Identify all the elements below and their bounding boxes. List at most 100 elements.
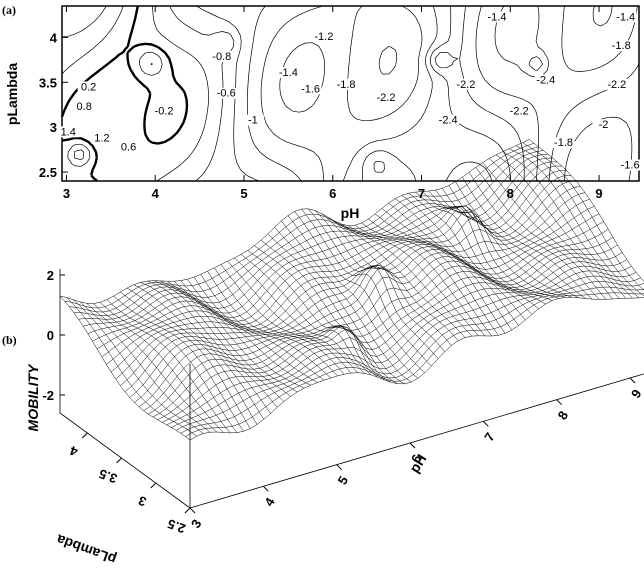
contour-label: -1.4	[487, 11, 506, 23]
mesh-line	[59, 295, 191, 441]
mesh-line	[462, 176, 593, 300]
mesh-line	[227, 261, 358, 373]
contour-label: 0.2	[81, 81, 96, 93]
contour-label-bg	[277, 67, 300, 79]
contour-label: -2.2	[456, 79, 475, 91]
mesh-line	[374, 213, 506, 334]
mesh-line	[101, 175, 572, 358]
surface-x-tick	[336, 464, 343, 471]
contour-label: -2	[599, 119, 609, 131]
contour-labels: -1.4 -1.4 -1.2 -0.8 -1.8 -1.4 0.2 -0.6 -0.2 0.8 -1…	[57, 11, 642, 172]
contour-label: 0.8	[77, 101, 92, 113]
mesh-line	[69, 146, 539, 313]
mesh-line	[395, 198, 526, 321]
mesh-line	[435, 189, 566, 298]
contour-label: -2.2	[510, 106, 529, 118]
x-tick-label: 6	[329, 186, 336, 201]
mesh-line	[126, 287, 258, 425]
x-tick-label: 4	[152, 186, 160, 201]
x-tick-label: 7	[418, 186, 425, 201]
y-tick-label: 4	[50, 30, 58, 45]
contour-label-bg	[534, 74, 557, 86]
surface-y-tick	[82, 432, 88, 439]
mesh-line	[120, 198, 590, 386]
mesh-line	[213, 267, 345, 375]
contour-label-bg	[153, 105, 176, 117]
mesh-line	[86, 303, 217, 433]
mesh-line	[171, 275, 641, 428]
mesh-line	[515, 145, 644, 297]
mesh-line	[368, 218, 499, 336]
mesh-line	[247, 250, 378, 378]
contour-label-bg	[77, 81, 100, 93]
contour-line	[60, 5, 189, 182]
surface-y-tick	[184, 507, 191, 514]
contour-label-bg	[299, 83, 322, 95]
mesh-line	[138, 229, 609, 407]
y-tick-label: 3.5	[39, 75, 57, 90]
mesh-line	[488, 158, 620, 299]
mesh-line	[193, 276, 325, 381]
surface-x-tick-label: 4	[261, 494, 278, 509]
mesh-line	[148, 244, 618, 415]
mesh-line	[140, 282, 271, 414]
y-tick-label: 2.5	[39, 165, 57, 180]
contour-label: -2.4	[439, 115, 458, 127]
mesh-line	[475, 167, 606, 300]
contour-line	[494, 5, 640, 182]
mesh-line	[133, 284, 265, 420]
surface-y-tick-label: 4	[67, 443, 80, 460]
contour-label-bg	[552, 137, 575, 149]
mesh-line	[189, 297, 644, 441]
contour-line	[61, 5, 153, 161]
mesh-line	[334, 220, 466, 338]
mesh-line	[78, 153, 548, 320]
panel-a-label: (a)	[2, 3, 16, 17]
mesh-line	[341, 223, 472, 337]
mesh-line	[240, 254, 372, 376]
mesh-line	[175, 281, 644, 431]
contour-line	[361, 5, 511, 182]
contour-label-bg	[454, 78, 477, 90]
mesh-line	[421, 191, 553, 301]
mesh-line	[160, 280, 291, 397]
contour-label-bg	[610, 40, 633, 52]
contour-label-bg	[312, 31, 335, 43]
mesh-line	[381, 208, 513, 331]
contour-line	[373, 5, 613, 182]
contour-ticks: 3 4 5 6 7 8 9 2.5 3 3.5 4	[39, 6, 603, 201]
mesh-line	[157, 259, 627, 420]
contour-line	[61, 5, 163, 167]
contour-label-bg	[210, 50, 233, 62]
mesh-line	[529, 139, 644, 282]
contour-lines	[60, 5, 640, 182]
contour-line	[279, 5, 493, 182]
contour-label: -1.2	[314, 31, 333, 43]
y-tick-label: 3	[50, 120, 57, 135]
surface-x-tick	[629, 377, 636, 384]
surface-z-tick-label: 0	[47, 328, 54, 343]
contour-line	[152, 5, 209, 182]
mesh-line	[388, 202, 519, 326]
mesh-line	[408, 192, 539, 309]
contour-label: -1.6	[621, 160, 640, 172]
mesh-line	[509, 148, 640, 299]
mesh-line	[234, 257, 365, 374]
mesh-line	[92, 165, 562, 342]
mesh-line	[468, 172, 600, 300]
contour-label: -1.8	[612, 40, 631, 52]
mesh-line	[134, 221, 604, 403]
surface-x-tick-label: 5	[335, 473, 352, 487]
contour-label: -2.4	[536, 74, 555, 86]
box-edge	[189, 373, 644, 509]
x-axis-label: pH	[341, 205, 360, 221]
mesh-line	[301, 208, 432, 367]
mesh-line	[441, 188, 573, 298]
mesh-line	[321, 213, 452, 346]
mesh-line	[522, 142, 644, 291]
mesh-line	[100, 302, 231, 434]
surface-x-tick-label: 9	[628, 387, 644, 401]
surface-x-tick	[262, 485, 269, 492]
